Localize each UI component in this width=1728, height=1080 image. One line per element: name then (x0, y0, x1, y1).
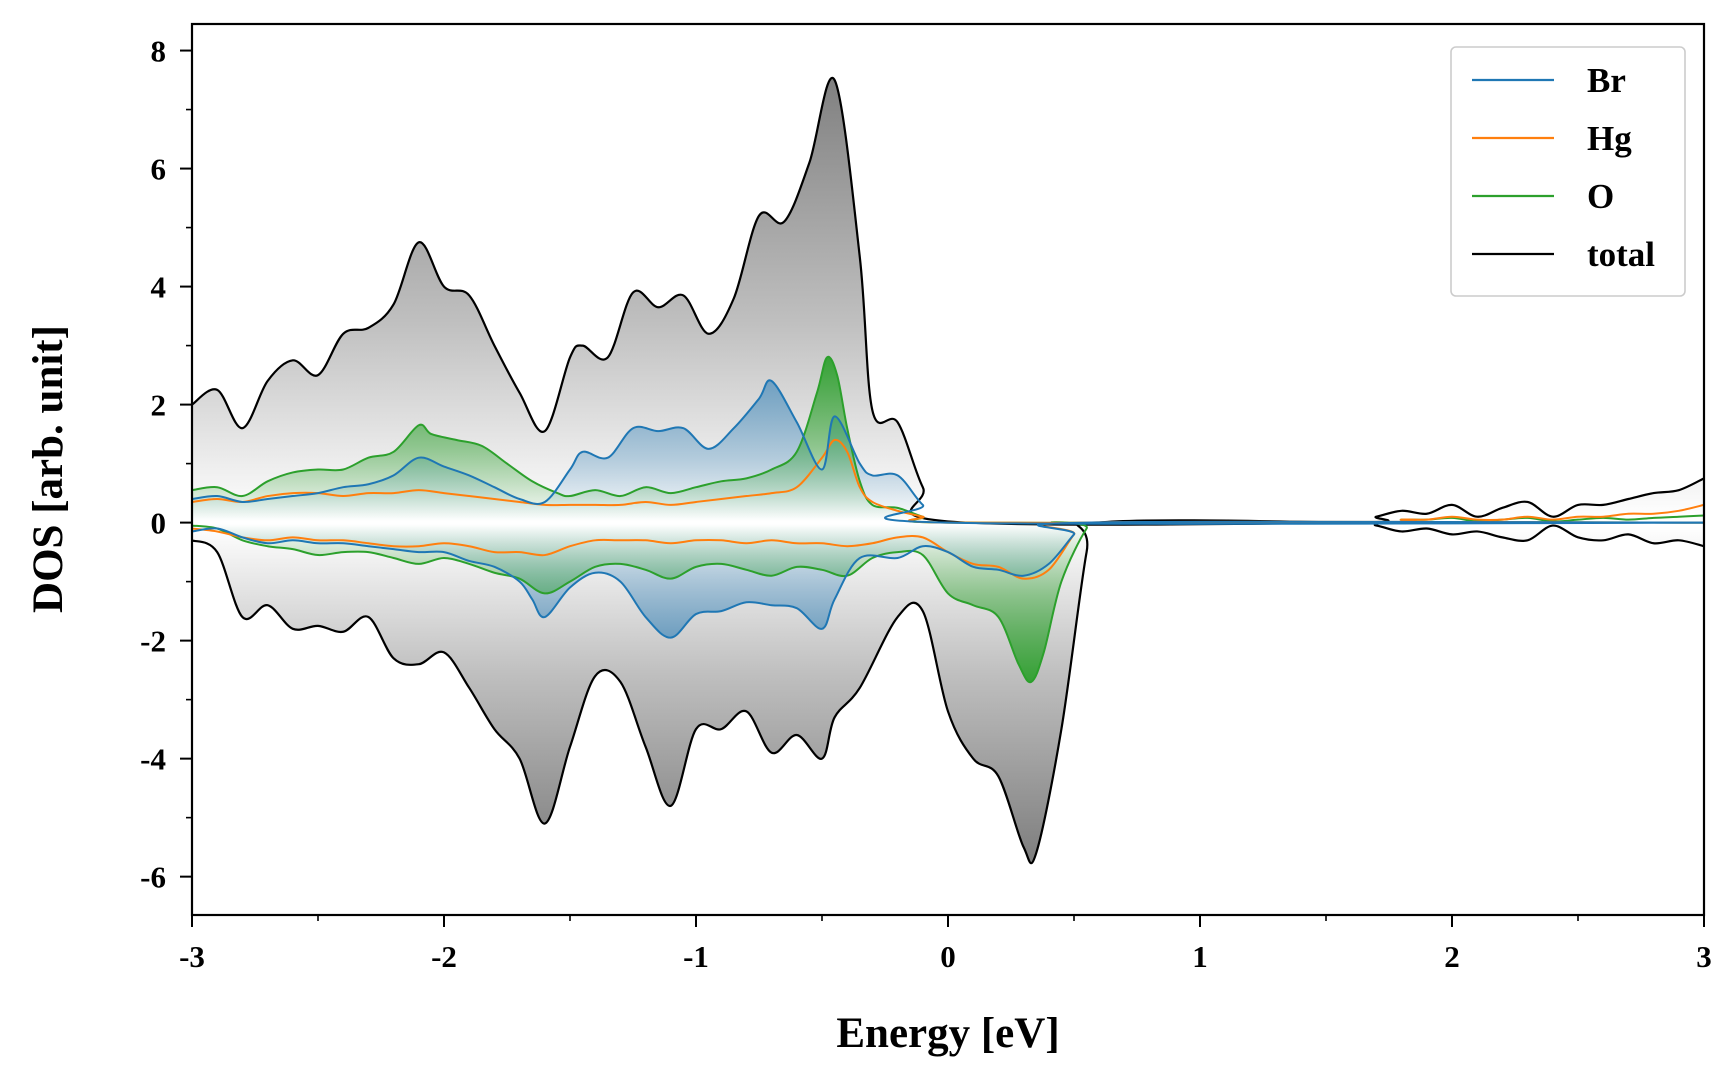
line-total-down (192, 519, 1704, 865)
legend-label-br: Br (1587, 61, 1626, 100)
x-tick-label: 0 (940, 939, 956, 974)
line-o-down (192, 521, 1704, 684)
dos-fill-layer (192, 77, 1704, 864)
y-tick-label: -4 (140, 742, 166, 777)
x-tick-label: 1 (1192, 939, 1208, 974)
x-axis-label: Energy [eV] (836, 1010, 1059, 1057)
fill-o-down (192, 522, 1704, 683)
y-axis-label: DOS [arb. unit] (25, 325, 72, 613)
legend-label-o: O (1587, 177, 1614, 216)
y-tick-label: -6 (140, 860, 166, 895)
y-axis: -6 -4 -2 0 2 4 6 8 (140, 34, 192, 895)
x-tick-label: 2 (1444, 939, 1460, 974)
y-tick-label: -2 (140, 624, 166, 659)
y-tick-label: 8 (151, 34, 167, 69)
legend-label-total: total (1587, 235, 1655, 274)
x-axis: -3 -2 -1 0 1 2 3 (179, 915, 1712, 974)
x-tick-label: -1 (683, 939, 709, 974)
y-tick-label: 0 (151, 506, 167, 541)
line-br-down (192, 520, 1704, 639)
line-br-up (192, 379, 1704, 525)
legend-box (1450, 46, 1686, 297)
line-hg-up (192, 438, 1704, 525)
fill-total-up (192, 77, 1704, 525)
y-tick-label: 6 (151, 152, 167, 187)
dos-line-layer (192, 76, 1704, 865)
fill-o-up (192, 356, 1704, 524)
legend-label-hg: Hg (1587, 119, 1632, 158)
x-tick-label: -3 (179, 939, 205, 974)
x-tick-label: -2 (431, 939, 457, 974)
y-tick-label: 2 (151, 388, 167, 423)
line-hg-down (192, 520, 1704, 580)
fill-br-up (192, 380, 1704, 524)
x-tick-label: 3 (1696, 939, 1712, 974)
line-total-up (192, 76, 1704, 526)
y-tick-label: 4 (151, 270, 167, 305)
fill-total-down (192, 520, 1704, 864)
